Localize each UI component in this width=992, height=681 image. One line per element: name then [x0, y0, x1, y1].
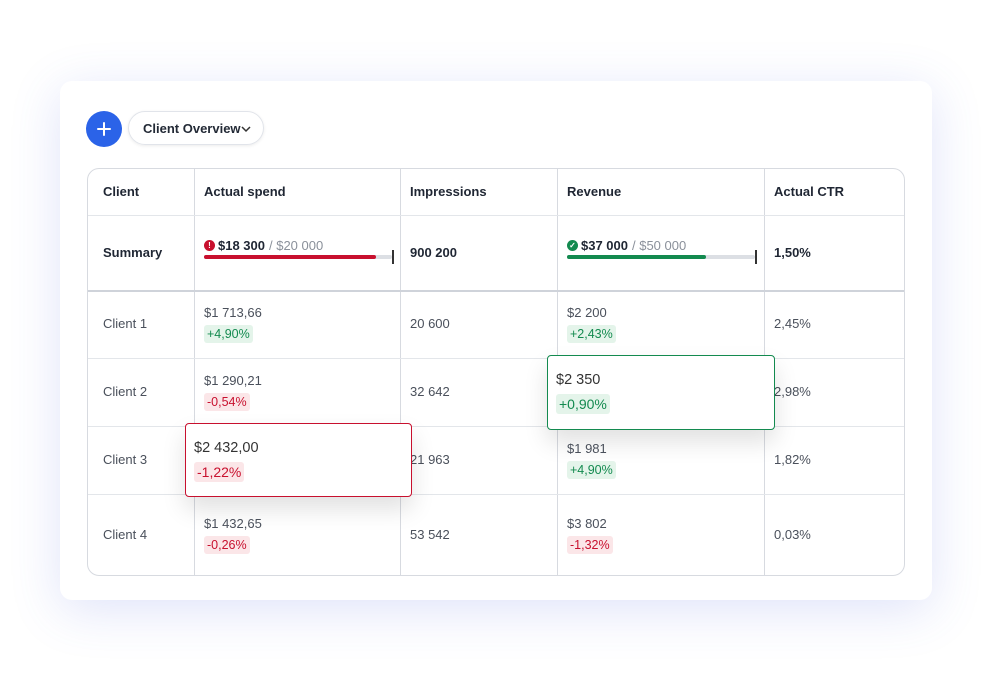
summary-ctr: 1,50%: [774, 244, 811, 260]
spend-change: +4,90%: [204, 325, 253, 343]
revenue-popup: $2 350 +0,90%: [547, 355, 775, 430]
chevron: [241, 126, 251, 133]
summary-impressions: 900 200: [410, 244, 457, 260]
revenue-change: +4,90%: [567, 461, 616, 479]
revenue-summary-budget: / $50 000: [632, 238, 687, 253]
revenue-change: +0,90%: [556, 394, 610, 414]
spend-value: $1 432,65: [204, 516, 262, 531]
row-divider: [88, 358, 904, 359]
ctr: 0,03%: [774, 527, 811, 542]
spend-change: -0,26%: [204, 536, 250, 554]
spend-change: -1,22%: [194, 462, 245, 482]
column-header: Revenue: [567, 183, 622, 199]
spend-status-icon: !: [204, 240, 215, 251]
revenue-change: -1,32%: [567, 536, 613, 554]
impressions: 32 642: [410, 384, 450, 399]
spend-value: $1 290,21: [204, 373, 262, 388]
client-name: Client 1: [103, 316, 148, 331]
spend-change: -0,54%: [204, 393, 250, 411]
spend-progress-end: [392, 250, 394, 264]
column-header: Client: [103, 183, 140, 199]
spend-value: $1 713,66: [204, 305, 262, 320]
revenue-value: $1 981: [567, 441, 607, 456]
ctr: 2,45%: [774, 316, 811, 331]
add-button[interactable]: [86, 111, 122, 147]
revenue-progress-fill: [567, 255, 707, 259]
column-header: Actual spend: [204, 183, 286, 199]
client-name: Client 3: [103, 452, 148, 467]
spend-progress-fill: [204, 255, 377, 259]
row-divider: [88, 494, 904, 495]
client-name: Client 2: [103, 384, 148, 399]
spend-summary-budget: / $20 000: [269, 238, 324, 253]
table: [87, 168, 905, 576]
spend-summary-value: $18 300: [218, 238, 265, 253]
revenue-change: +2,43%: [567, 325, 616, 343]
summary-label: Summary: [103, 244, 163, 260]
revenue-status-icon: ✓: [567, 240, 578, 251]
column-divider: [194, 169, 195, 575]
impressions: 21 963: [410, 452, 450, 467]
row-divider: [88, 290, 904, 292]
revenue-value: $2 350: [556, 372, 601, 388]
client-name: Client 4: [103, 527, 148, 542]
column-header: Impressions: [410, 183, 487, 199]
spend-value: $2 432,00: [194, 440, 259, 456]
ctr: 1,82%: [774, 452, 811, 467]
revenue-value: $2 200: [567, 305, 607, 320]
revenue-summary-value: $37 000: [581, 238, 628, 253]
row-divider: [88, 215, 904, 216]
view-dropdown[interactable]: Client Overview: [128, 111, 264, 145]
impressions: 53 542: [410, 527, 450, 542]
row-divider: [88, 426, 904, 427]
plus-icon: [97, 122, 111, 136]
column-divider: [400, 169, 401, 575]
spend-popup: $2 432,00 -1,22%: [185, 423, 412, 497]
impressions: 20 600: [410, 316, 450, 331]
view-label: Client Overview: [143, 121, 241, 136]
ctr: 2,98%: [774, 384, 811, 399]
revenue-value: $3 802: [567, 516, 607, 531]
revenue-progress-end: [755, 250, 757, 264]
column-header: Actual CTR: [774, 183, 845, 199]
